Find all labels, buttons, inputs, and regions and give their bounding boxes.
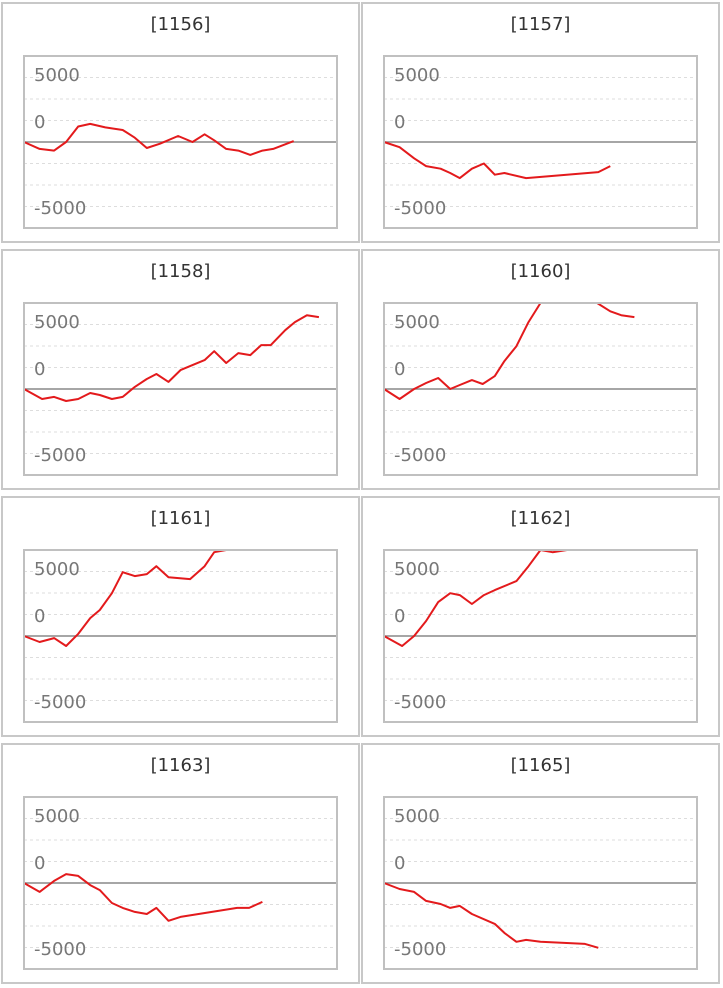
y-tick-label: 5000 [34, 65, 80, 86]
plot-border [23, 796, 338, 970]
y-tick-label: -5000 [394, 939, 446, 960]
plot-border [383, 55, 698, 229]
y-tick-label: 5000 [394, 312, 440, 333]
y-tick-label: 5000 [394, 806, 440, 827]
y-tick-label: 5000 [394, 65, 440, 86]
y-tick-label: -5000 [34, 445, 86, 466]
line-series [23, 873, 263, 922]
y-tick-label: 5000 [34, 806, 80, 827]
chart-title: [1156] [151, 14, 211, 35]
line-series [23, 122, 295, 156]
chart-title: [1162] [511, 508, 571, 529]
chart-panel: [1156] -5000 0 5000 [1, 2, 360, 243]
plot-border [23, 549, 338, 723]
chart-panel: [1163] -5000 0 5000 [1, 743, 360, 984]
chart-title: [1158] [151, 261, 211, 282]
y-tick-label: 0 [34, 359, 45, 380]
line-series [23, 314, 320, 402]
y-tick-label: -5000 [394, 445, 446, 466]
chart-panel: [1162] -5000 0 5000 [361, 496, 720, 737]
line-series [383, 302, 635, 400]
y-tick-label: 0 [34, 606, 45, 627]
y-tick-label: -5000 [34, 198, 86, 219]
y-tick-label: 5000 [394, 559, 440, 580]
chart-panel: [1165] -5000 0 5000 [361, 743, 720, 984]
y-tick-label: -5000 [394, 692, 446, 713]
chart-panel: [1161] -5000 0 5000 [1, 496, 360, 737]
line-series [383, 549, 691, 647]
y-tick-label: 0 [34, 853, 45, 874]
chart-panel: [1160] -5000 0 5000 [361, 249, 720, 490]
plot-border [23, 55, 338, 229]
y-tick-label: 0 [394, 359, 405, 380]
y-tick-label: 0 [394, 606, 405, 627]
chart-title: [1165] [511, 755, 571, 776]
y-tick-label: 5000 [34, 559, 80, 580]
y-tick-label: -5000 [34, 692, 86, 713]
chart-panel: [1158] -5000 0 5000 [1, 249, 360, 490]
y-tick-label: 0 [394, 112, 405, 133]
chart-panel: [1157] -5000 0 5000 [361, 2, 720, 243]
plot-border [383, 796, 698, 970]
y-tick-label: 0 [34, 112, 45, 133]
y-tick-label: -5000 [34, 939, 86, 960]
chart-title: [1161] [151, 508, 211, 529]
line-series [383, 882, 599, 949]
y-tick-label: -5000 [394, 198, 446, 219]
chart-title: [1157] [511, 14, 571, 35]
plot-border [383, 549, 698, 723]
y-tick-label: 0 [394, 853, 405, 874]
line-series [23, 549, 294, 647]
chart-title: [1160] [511, 261, 571, 282]
chart-title: [1163] [151, 755, 211, 776]
y-tick-label: 5000 [34, 312, 80, 333]
line-series [383, 141, 611, 180]
plot-border [23, 302, 338, 476]
plot-border [383, 302, 698, 476]
